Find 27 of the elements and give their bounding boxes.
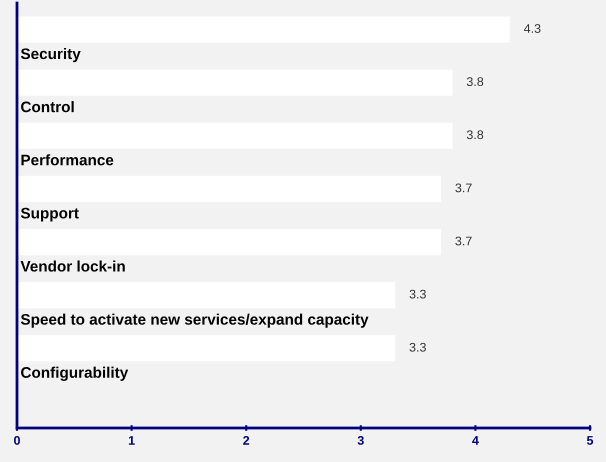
bar: [17, 176, 442, 202]
y-tick-label: Performance: [21, 154, 114, 166]
data-label: 3.8: [466, 77, 484, 86]
x-tick-label: 4: [472, 436, 479, 445]
data-label: 3.3: [410, 290, 426, 299]
y-tick-label: Configurability: [21, 366, 128, 381]
data-label: 3.7: [455, 236, 472, 246]
bar: [17, 282, 396, 308]
data-label: 3.7: [455, 183, 472, 192]
x-tick-label: 5: [586, 436, 594, 445]
y-tick-label: Vendor lock-in: [20, 260, 125, 272]
bar: [17, 229, 442, 256]
bar: [17, 122, 452, 149]
x-tick-label: 0: [14, 436, 20, 445]
y-tick-label: Control: [21, 101, 74, 112]
data-label: 3.3: [410, 342, 426, 352]
bar: [17, 70, 452, 96]
data-label: 3.8: [466, 130, 484, 140]
x-tick-label: 3: [358, 436, 364, 445]
bar: [17, 335, 396, 362]
y-tick-label: Security: [20, 48, 81, 62]
y-tick-label: Speed to activate new services/expand capacity: [20, 314, 369, 328]
y-tick-label: Support: [20, 208, 79, 222]
data-label: 4.3: [524, 24, 540, 33]
bar: [17, 16, 510, 43]
x-tick-label: 2: [243, 436, 250, 445]
x-tick-label: 1: [128, 436, 135, 445]
